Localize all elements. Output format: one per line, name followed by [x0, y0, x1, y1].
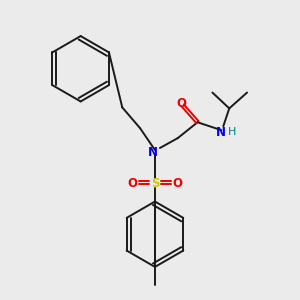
Text: H: H [228, 127, 236, 137]
Text: O: O [127, 177, 137, 190]
Text: O: O [177, 97, 187, 110]
Text: O: O [173, 177, 183, 190]
Text: N: N [216, 126, 226, 139]
Text: S: S [151, 177, 159, 190]
Text: N: N [148, 146, 158, 160]
